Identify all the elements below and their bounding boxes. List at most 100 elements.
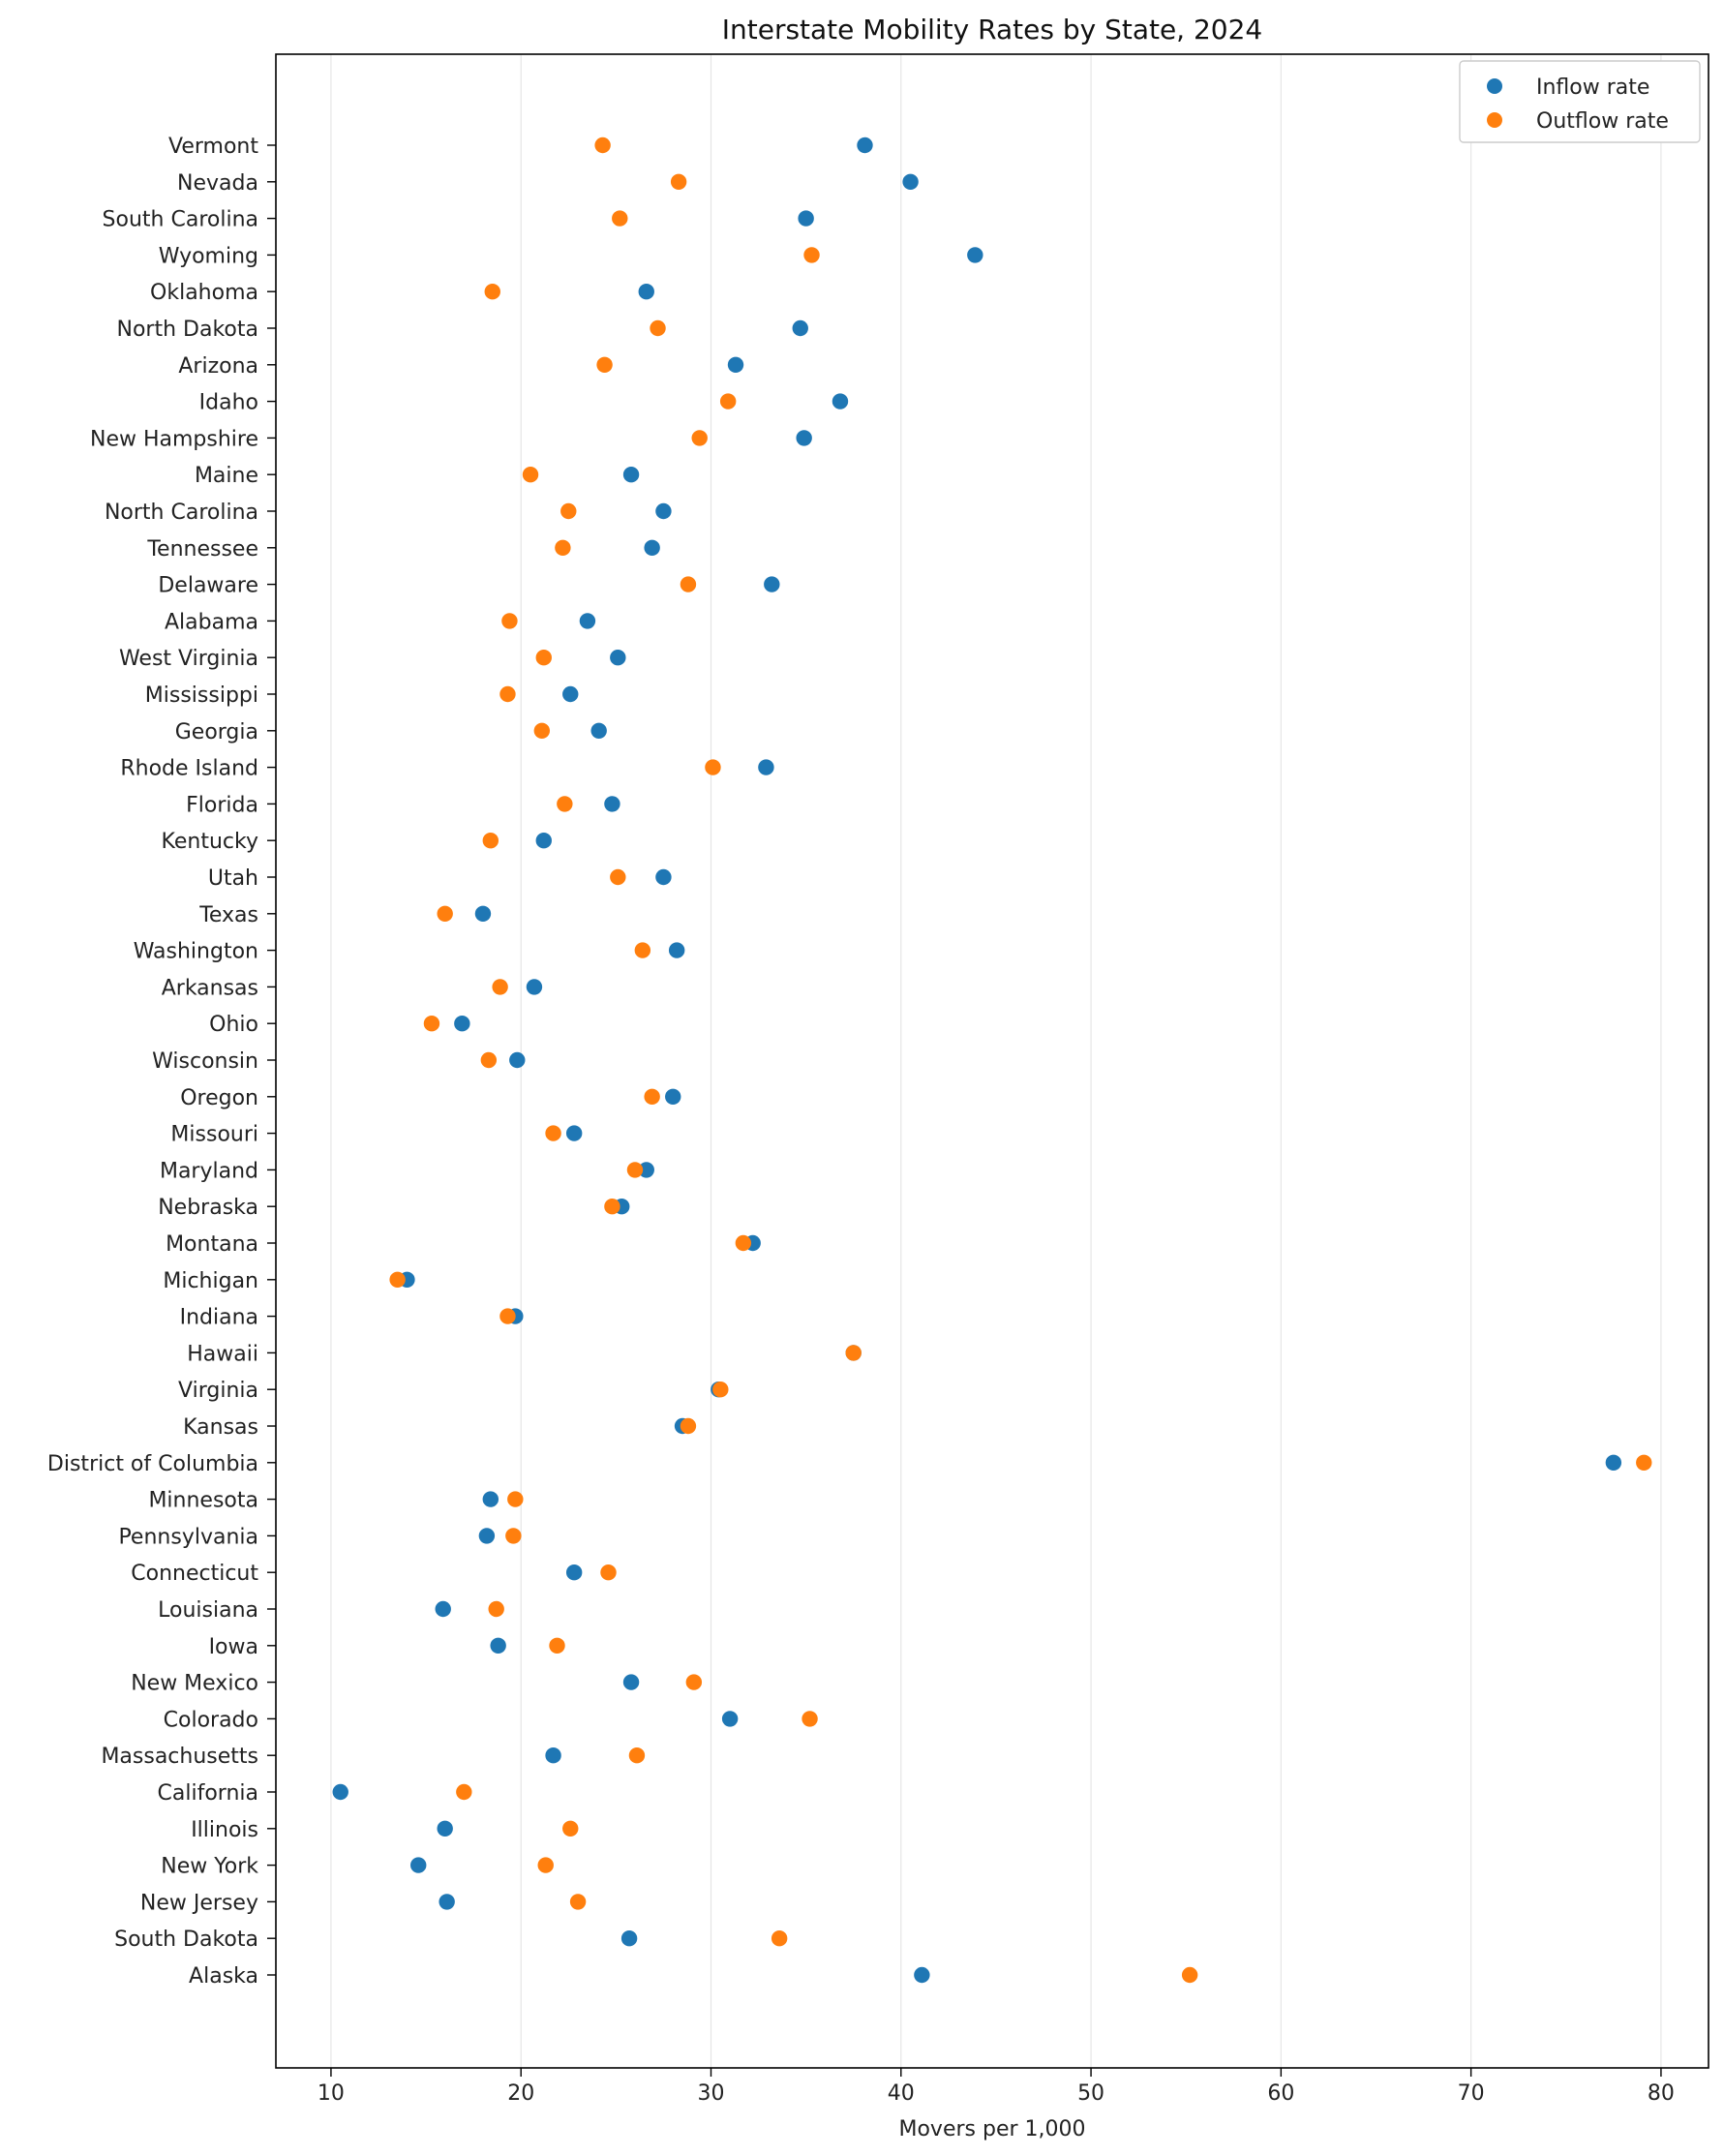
inflow-point bbox=[332, 1783, 348, 1801]
outflow-point bbox=[735, 1234, 752, 1252]
outflow-point bbox=[569, 1894, 587, 1910]
outflow-point bbox=[596, 356, 613, 373]
y-tick-label: Hawaii bbox=[187, 1342, 258, 1366]
inflow-point bbox=[764, 576, 780, 592]
outflow-point bbox=[482, 833, 499, 849]
y-tick-label: Iowa bbox=[209, 1635, 258, 1659]
outflow-point bbox=[594, 137, 611, 154]
outflow-point bbox=[507, 1491, 524, 1507]
inflow-point bbox=[454, 1016, 470, 1032]
inflow-point bbox=[792, 319, 808, 337]
inflow-point bbox=[638, 284, 654, 300]
inflow-point bbox=[565, 1564, 583, 1581]
y-tick-label: North Carolina bbox=[105, 501, 258, 525]
y-tick-label: North Dakota bbox=[117, 318, 258, 342]
inflow-point bbox=[758, 759, 774, 775]
inflow-point bbox=[590, 722, 607, 739]
inflow-point bbox=[638, 1162, 654, 1178]
y-tick-label: New Hampshire bbox=[90, 427, 258, 451]
outflow-point bbox=[555, 539, 571, 556]
y-tick-label: Michigan bbox=[163, 1269, 258, 1293]
x-tick-label: 10 bbox=[318, 2081, 345, 2106]
x-axis-label: Movers per 1,000 bbox=[898, 2117, 1085, 2141]
x-axis-ticks: 10 20 30 40 50 60 70 80 bbox=[318, 2068, 1675, 2106]
legend-marker-inflow bbox=[1487, 78, 1502, 94]
y-tick-label: Pennsylvania bbox=[118, 1525, 258, 1549]
inflow-point bbox=[967, 247, 983, 263]
inflow-point bbox=[721, 1711, 739, 1727]
outflow-point bbox=[626, 1162, 644, 1178]
outflow-point bbox=[634, 942, 651, 958]
outflow-point bbox=[1181, 1966, 1198, 1984]
y-tick-label: New Mexico bbox=[131, 1672, 258, 1696]
inflow-point bbox=[620, 1930, 638, 1947]
inflow-point bbox=[610, 650, 626, 666]
inflow-point bbox=[535, 833, 552, 849]
inflow-point bbox=[604, 796, 620, 812]
outflow-point bbox=[522, 467, 539, 483]
inflow-point bbox=[668, 942, 685, 958]
outflow-point bbox=[691, 430, 708, 446]
y-tick-label: Alabama bbox=[165, 610, 258, 634]
data-points bbox=[332, 137, 1652, 1984]
inflow-point bbox=[565, 1125, 583, 1141]
inflow-point bbox=[914, 1966, 930, 1984]
y-tick-label: Utah bbox=[208, 866, 258, 891]
outflow-point bbox=[501, 613, 518, 629]
x-tick-label: 80 bbox=[1648, 2081, 1675, 2106]
y-tick-label: Arkansas bbox=[162, 976, 258, 1000]
outflow-point bbox=[600, 1564, 617, 1581]
inflow-point bbox=[478, 1528, 496, 1544]
y-axis-ticks: Vermont Nevada South Carolina Wyoming Oklaho… bbox=[47, 135, 276, 1989]
y-tick-label: Louisiana bbox=[158, 1598, 258, 1623]
outflow-point bbox=[488, 1600, 504, 1618]
y-tick-label: Florida bbox=[186, 793, 258, 817]
outflow-point bbox=[650, 319, 666, 337]
outflow-point bbox=[680, 1417, 697, 1435]
outflow-point bbox=[480, 1051, 498, 1069]
outflow-point bbox=[803, 247, 820, 263]
outflow-point bbox=[845, 1345, 862, 1361]
x-tick-label: 60 bbox=[1267, 2081, 1294, 2106]
outflow-point bbox=[492, 979, 508, 995]
inflow-point bbox=[798, 210, 814, 227]
inflow-point bbox=[509, 1051, 526, 1069]
legend-label-outflow: Outflow rate bbox=[1536, 109, 1669, 134]
y-tick-label: New York bbox=[161, 1855, 258, 1879]
y-tick-label: South Carolina bbox=[103, 208, 258, 232]
y-tick-label: Vermont bbox=[168, 135, 258, 159]
chart-title: Interstate Mobility Rates by State, 2024 bbox=[722, 14, 1263, 46]
outflow-point bbox=[423, 1016, 440, 1032]
y-tick-label: Minnesota bbox=[148, 1489, 258, 1513]
outflow-point bbox=[1636, 1454, 1652, 1472]
x-tick-label: 20 bbox=[507, 2081, 534, 2106]
inflow-point bbox=[526, 979, 543, 995]
y-tick-label: Alaska bbox=[189, 1964, 258, 1989]
outflow-point bbox=[680, 576, 697, 592]
plot-frame bbox=[275, 53, 1709, 2069]
y-tick-label: Oregon bbox=[180, 1086, 258, 1110]
y-tick-label: Tennessee bbox=[146, 537, 258, 562]
inflow-point bbox=[857, 137, 873, 154]
x-tick-label: 40 bbox=[888, 2081, 915, 2106]
y-tick-label: Maine bbox=[195, 464, 258, 488]
x-tick-label: 30 bbox=[697, 2081, 724, 2106]
grid bbox=[330, 54, 1662, 2068]
inflow-point bbox=[902, 173, 919, 190]
inflow-point bbox=[490, 1637, 506, 1655]
outflow-point bbox=[685, 1674, 703, 1690]
y-tick-label: Kansas bbox=[183, 1415, 258, 1440]
inflow-point bbox=[727, 356, 744, 373]
y-tick-label: Kentucky bbox=[162, 830, 258, 854]
legend-label-inflow: Inflow rate bbox=[1536, 76, 1649, 100]
outflow-point bbox=[557, 796, 573, 812]
inflow-point bbox=[482, 1491, 499, 1507]
outflow-point bbox=[562, 1820, 579, 1837]
y-tick-label: Virginia bbox=[178, 1379, 258, 1403]
outflow-point bbox=[610, 868, 626, 886]
y-tick-label: Missouri bbox=[170, 1123, 258, 1147]
outflow-point bbox=[612, 210, 628, 227]
y-tick-label: Georgia bbox=[175, 720, 258, 744]
outflow-point bbox=[705, 759, 721, 775]
